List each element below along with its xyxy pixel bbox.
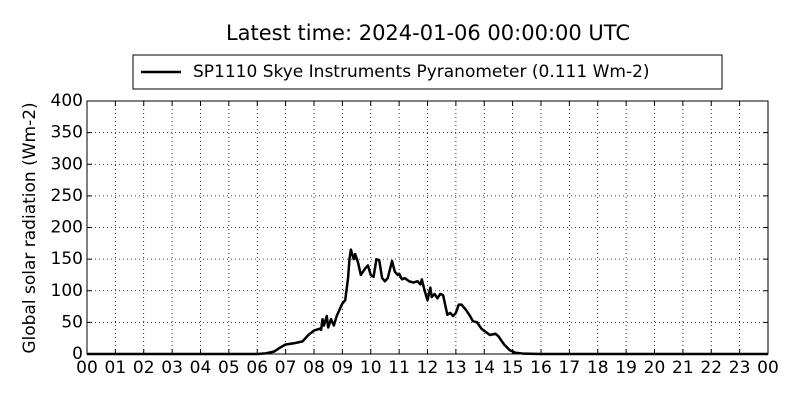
x-tick-label: 11: [388, 358, 410, 378]
x-tick-label: 20: [644, 358, 666, 378]
x-tick-label: 00: [76, 358, 98, 378]
x-tick-label: 04: [190, 358, 212, 378]
x-tick-label: 14: [473, 358, 495, 378]
x-tick-label: 23: [729, 358, 751, 378]
legend-label: SP1110 Skye Instruments Pyranometer (0.1…: [193, 62, 650, 82]
y-tick-label: 300: [51, 154, 83, 174]
y-tick-label: 100: [51, 281, 83, 301]
x-tick-label: 21: [672, 358, 694, 378]
x-tick-label: 17: [559, 358, 581, 378]
data-line: [87, 248, 768, 356]
y-tick-label: 150: [51, 249, 83, 269]
y-tick-label: 350: [51, 123, 83, 143]
y-axis-label: Global solar radiation (Wm-2): [20, 102, 40, 353]
x-tick-label: 03: [161, 358, 183, 378]
legend: [132, 54, 723, 90]
x-tick-label: 10: [360, 358, 382, 378]
y-tick-label: 0: [72, 344, 83, 364]
x-tick-label: 09: [332, 358, 354, 378]
x-tick-label: 07: [275, 358, 297, 378]
x-tick-label: 18: [587, 358, 609, 378]
x-tick-label: 15: [502, 358, 524, 378]
x-tick-label: 22: [700, 358, 722, 378]
x-tick-label: 19: [615, 358, 637, 378]
y-tick-label: 400: [51, 91, 83, 111]
x-tick-label: 01: [105, 358, 127, 378]
y-tick-label: 50: [61, 312, 83, 332]
y-tick-label: 200: [51, 218, 83, 238]
y-tick-label: 250: [51, 186, 83, 206]
chart-title: Latest time: 2024-01-06 00:00:00 UTC: [226, 21, 630, 45]
plot-frame: [86, 100, 769, 355]
x-tick-label: 06: [246, 358, 268, 378]
x-tick-label: 02: [133, 358, 155, 378]
x-tick-label: 12: [417, 358, 439, 378]
x-tick-label: 16: [530, 358, 552, 378]
x-tick-label: 08: [303, 358, 325, 378]
x-tick-label: 05: [218, 358, 240, 378]
x-tick-label: 00: [757, 358, 779, 378]
x-tick-label: 13: [445, 358, 467, 378]
